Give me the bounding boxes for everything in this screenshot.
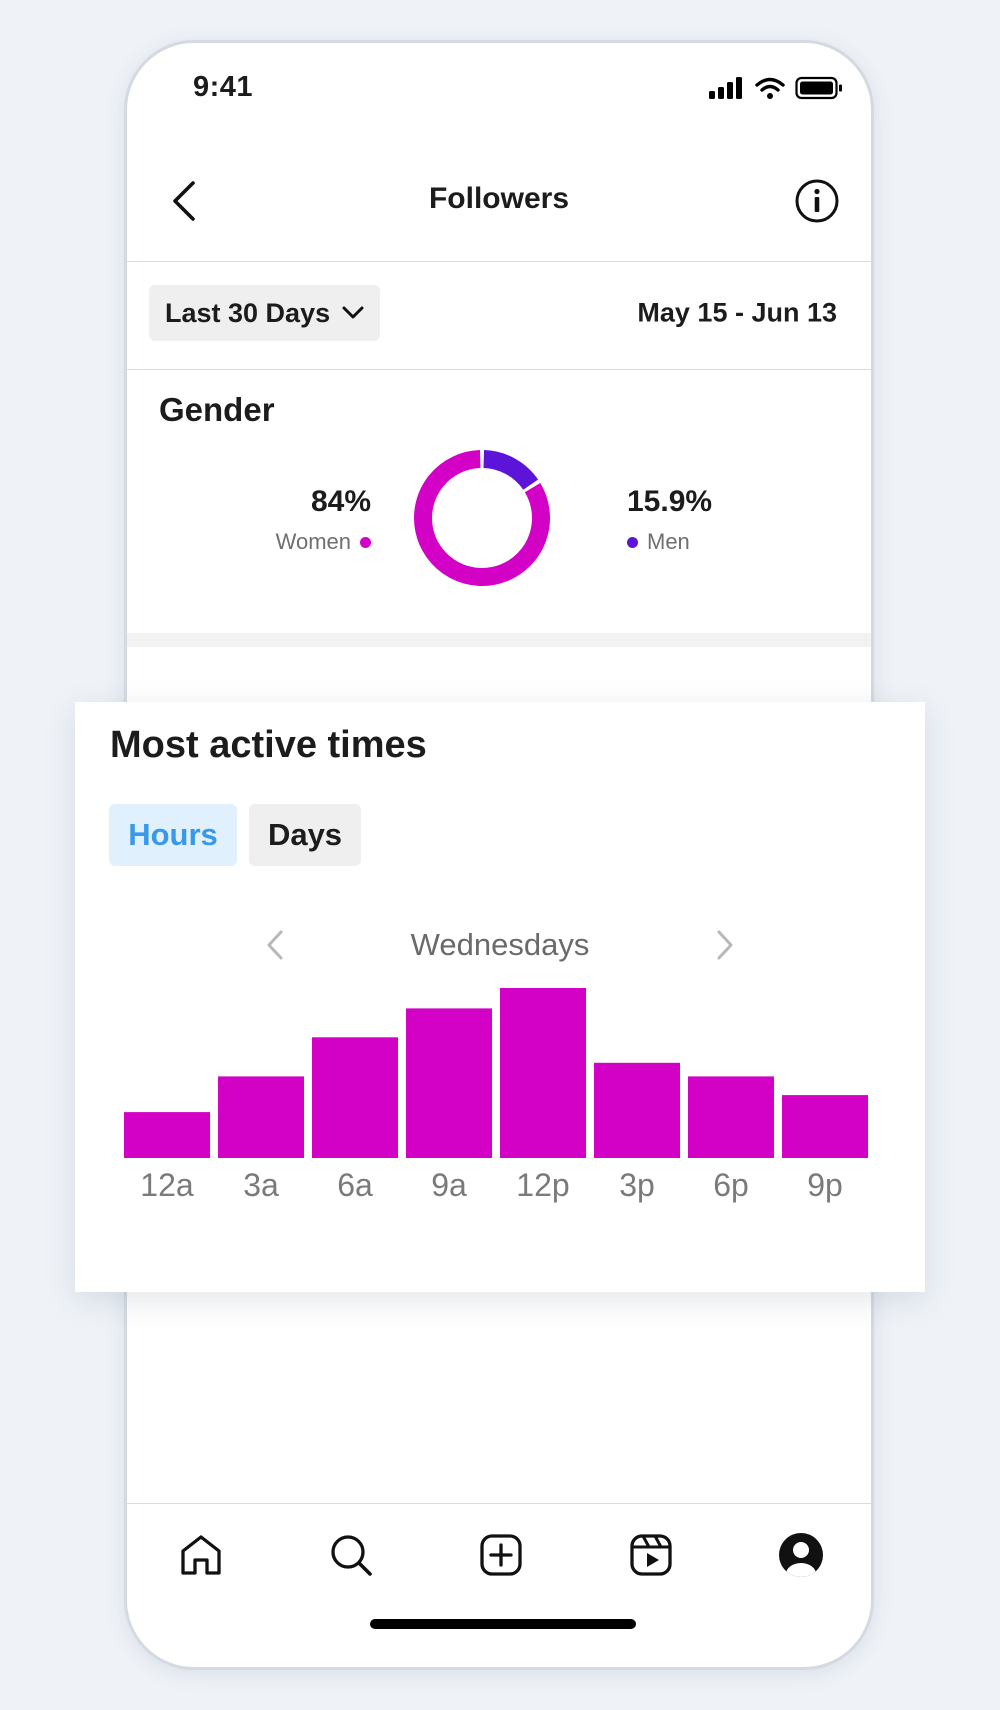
nav-profile[interactable] [774, 1528, 828, 1582]
create-icon [480, 1534, 522, 1576]
day-label: Wednesdays [410, 927, 590, 962]
nav-home[interactable] [174, 1528, 228, 1582]
header: Followers [127, 143, 871, 262]
page-title: Followers [428, 182, 570, 215]
bar-9a [406, 1008, 492, 1158]
signal-icon [709, 77, 742, 99]
previous-day-button[interactable] [260, 925, 290, 965]
profile-icon [779, 1533, 823, 1577]
women-percent: 84% [310, 485, 371, 518]
chevron-left-icon [173, 181, 195, 221]
donut-slice-women [414, 450, 550, 586]
gender-chart: 84% Women 15.9% Men [127, 443, 871, 603]
donut-slice-men [483, 450, 539, 491]
day-navigator: Wednesdays [75, 920, 925, 970]
gender-women: 84% Women [276, 485, 371, 555]
tab-days[interactable]: Days [249, 804, 361, 866]
bar-9p [782, 1095, 868, 1158]
chevron-down-icon [342, 306, 364, 319]
women-dot [360, 536, 371, 548]
gender-title: Gender [159, 391, 275, 428]
tick-label-9a: 9a [431, 1167, 467, 1203]
tab-hours[interactable]: Hours [109, 804, 237, 866]
wifi-icon [755, 77, 785, 99]
search-icon [331, 1535, 372, 1576]
date-range-label: Last 30 Days [165, 297, 331, 328]
tick-label-3p: 3p [619, 1167, 655, 1203]
bar-12p [500, 988, 586, 1158]
home-indicator [370, 1619, 636, 1629]
most-active-times-card: Most active times Hours Days Wednesdays … [75, 702, 925, 1292]
next-day-button[interactable] [710, 925, 740, 965]
tick-label-3a: 3a [243, 1167, 279, 1203]
nav-create[interactable] [474, 1528, 528, 1582]
tick-label-6a: 6a [337, 1167, 373, 1203]
bottom-nav [127, 1503, 871, 1614]
women-label: Women [275, 529, 351, 554]
bar-3p [594, 1062, 680, 1158]
men-dot [627, 536, 638, 548]
bar-3a [218, 1076, 304, 1158]
tick-label-9p: 9p [807, 1167, 843, 1203]
chevron-left-icon [267, 930, 283, 960]
nav-reels[interactable] [624, 1528, 678, 1582]
section-divider [127, 633, 871, 647]
men-label: Men [647, 529, 690, 554]
tick-label-12p: 12p [516, 1167, 569, 1203]
filter-row: Last 30 Days May 15 - Jun 13 [127, 263, 871, 370]
bar-6p [688, 1076, 774, 1158]
back-button[interactable] [165, 177, 205, 225]
date-range-text: May 15 - Jun 13 [637, 297, 837, 328]
active-times-chart: 12a 3a 6a 9a 12p 3p 6p 9p [124, 988, 868, 1203]
most-active-title: Most active times [110, 724, 427, 766]
status-icons [709, 76, 843, 100]
reels-icon [630, 1534, 672, 1576]
tick-label-6p: 6p [713, 1167, 749, 1203]
bar-6a [312, 1037, 398, 1158]
battery-icon [795, 76, 842, 100]
gender-donut [414, 450, 550, 586]
info-icon [795, 179, 839, 223]
tick-label-12a: 12a [140, 1167, 194, 1203]
status-time: 9:41 [193, 71, 254, 103]
date-range-dropdown[interactable]: Last 30 Days [149, 285, 381, 341]
bar-12a [124, 1112, 210, 1158]
gender-men: 15.9% Men [627, 485, 712, 555]
men-percent: 15.9% [627, 485, 713, 518]
chevron-right-icon [717, 930, 733, 960]
home-icon [181, 1535, 221, 1575]
info-button[interactable] [793, 177, 841, 225]
nav-search[interactable] [324, 1528, 378, 1582]
